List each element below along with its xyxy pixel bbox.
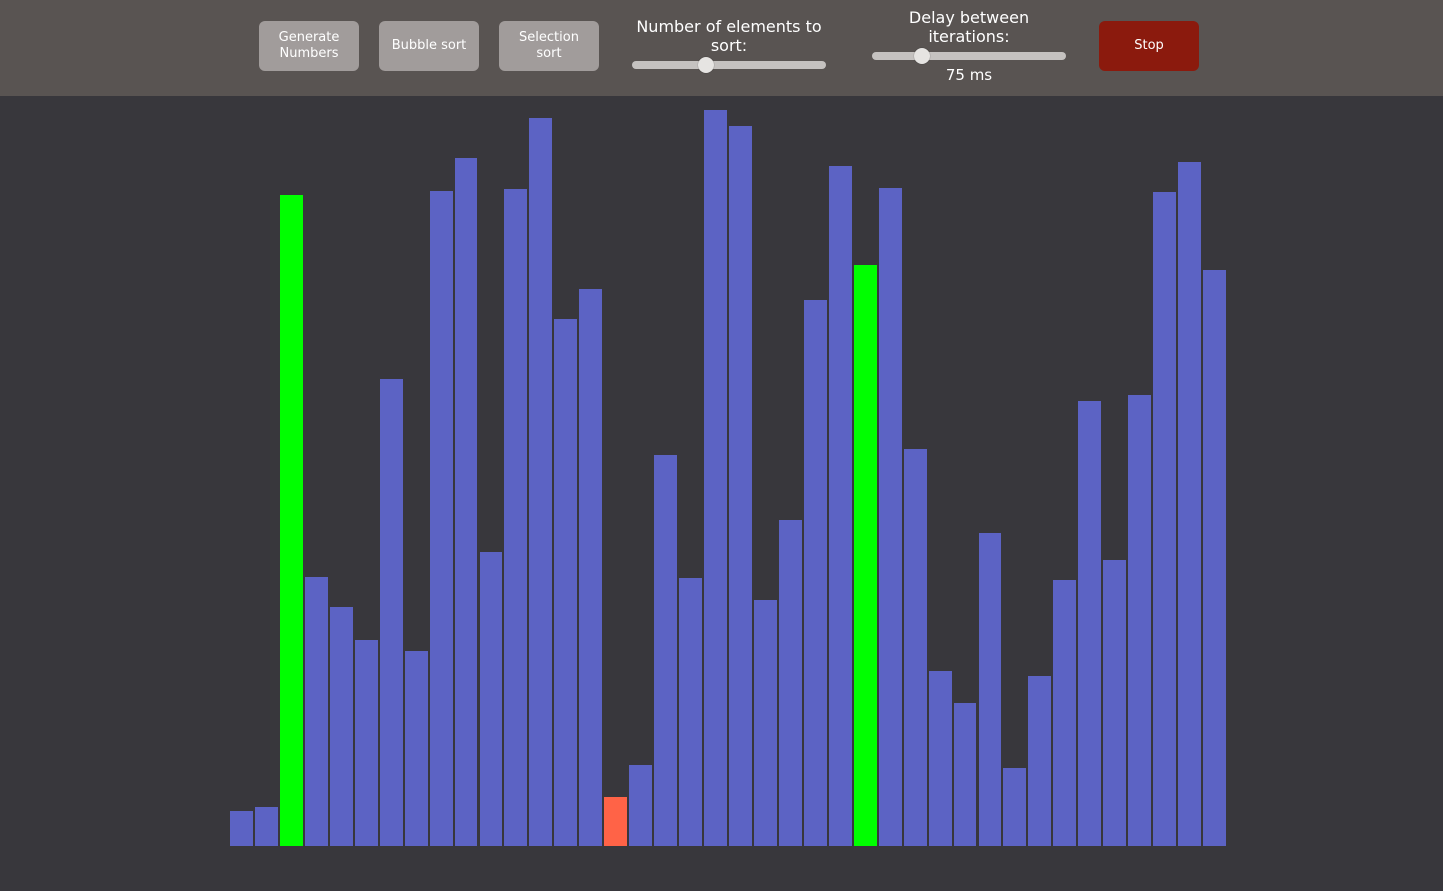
bar-21: [753, 599, 777, 846]
bar-25: [853, 264, 877, 846]
bar-13: [554, 319, 578, 846]
bar-38: [1178, 162, 1202, 846]
delay-slider[interactable]: [872, 48, 1066, 64]
bar-15: [604, 797, 628, 846]
bubble-sort-button[interactable]: Bubble sort: [379, 21, 479, 71]
bar-4: [329, 606, 353, 846]
bar-17: [654, 455, 678, 846]
bar-9: [454, 157, 478, 846]
bar-18: [679, 577, 703, 846]
bar-12: [529, 117, 553, 846]
bar-20: [729, 125, 752, 846]
bar-36: [1128, 395, 1152, 846]
bar-5: [354, 640, 378, 846]
bar-19: [704, 110, 727, 846]
stop-button[interactable]: Stop: [1099, 21, 1199, 71]
bar-31: [1003, 768, 1027, 846]
elements-count-slider[interactable]: [632, 57, 826, 73]
delay-slider-handle[interactable]: [914, 48, 931, 64]
bars-chart: [230, 110, 1228, 846]
bar-3: [304, 576, 328, 846]
bar-22: [778, 519, 802, 846]
bar-26: [878, 187, 902, 846]
bar-27: [903, 448, 927, 846]
bar-14: [579, 289, 603, 846]
bar-32: [1028, 675, 1052, 846]
bar-1: [254, 807, 278, 846]
bar-39: [1203, 270, 1226, 846]
bar-7: [404, 651, 428, 846]
bar-28: [928, 671, 952, 846]
bar-33: [1053, 579, 1077, 846]
bar-24: [828, 165, 852, 846]
bar-0: [230, 811, 253, 846]
bar-6: [379, 379, 403, 846]
bar-35: [1103, 559, 1127, 846]
elements-count-label: Number of elements to sort:: [636, 17, 822, 55]
elements-count-slider-handle[interactable]: [697, 57, 714, 73]
selection-sort-button[interactable]: Selection sort: [499, 21, 599, 71]
delay-value: 75 ms: [945, 66, 993, 84]
bar-16: [629, 764, 653, 846]
toolbar: Generate Numbers Bubble sort Selection s…: [0, 0, 1443, 96]
generate-numbers-button[interactable]: Generate Numbers: [259, 21, 359, 71]
bar-29: [953, 703, 977, 846]
bar-10: [479, 552, 503, 846]
bar-11: [504, 189, 528, 846]
delay-label: Delay between iterations:: [908, 8, 1030, 46]
bar-30: [978, 533, 1002, 846]
bar-23: [803, 300, 827, 846]
bar-8: [429, 191, 453, 846]
bar-37: [1153, 192, 1177, 846]
bar-34: [1078, 400, 1102, 846]
bar-2: [279, 194, 303, 846]
